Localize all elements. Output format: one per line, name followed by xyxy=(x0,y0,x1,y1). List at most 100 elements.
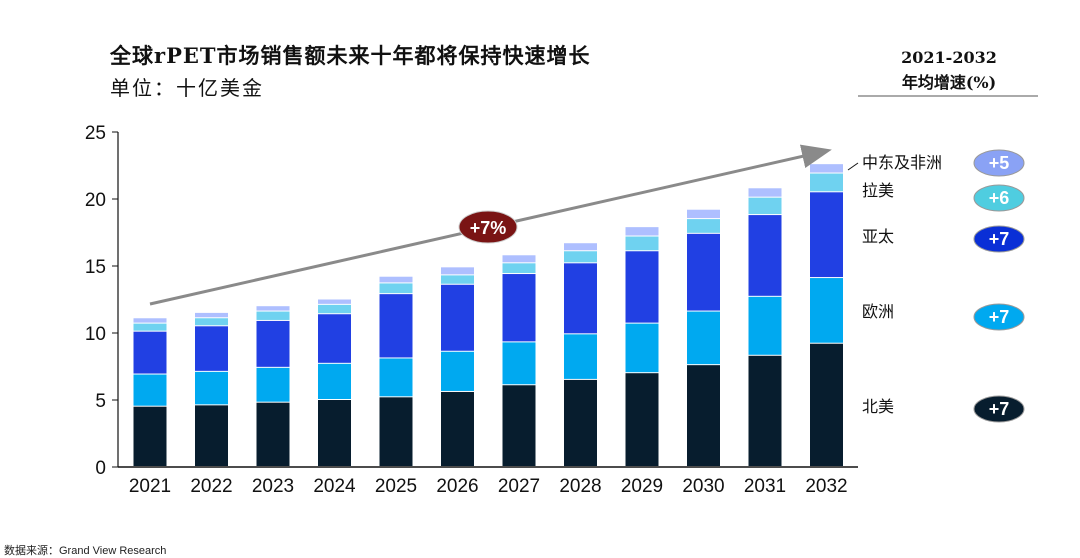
cagr-pill-label: +6 xyxy=(989,188,1010,208)
bar-segment-2022-3 xyxy=(195,318,228,326)
bar-segment-2027-0 xyxy=(502,385,536,466)
bar-segment-2027-1 xyxy=(502,342,536,385)
cagr-pill xyxy=(973,303,1025,331)
x-tick-label: 2032 xyxy=(805,476,847,497)
y-tick-label: 15 xyxy=(85,257,106,278)
chart-title: 全球rPET市场销售额未来十年都将保持快速增长 xyxy=(110,43,591,68)
bar-segment-2029-1 xyxy=(625,323,659,373)
unit-label: 单位：十亿美金 xyxy=(110,76,264,100)
bar-segment-2027-2 xyxy=(502,274,536,342)
bar-segment-2026-3 xyxy=(441,275,474,284)
cagr-pill xyxy=(973,395,1025,423)
legend-label: 亚太 xyxy=(862,227,894,246)
cagr-label: 年均增速(%) xyxy=(901,73,997,92)
bar-segment-2021-0 xyxy=(133,406,167,466)
y-tick-label: 5 xyxy=(95,391,106,412)
legend-group: 中东及非洲 +5 拉美 +6 亚太 +7 欧洲 +7 北美 +7 xyxy=(847,149,1025,423)
legend-label: 拉美 xyxy=(862,181,894,200)
bar-segment-2030-3 xyxy=(687,219,720,233)
x-tick-label: 2023 xyxy=(252,476,294,497)
bar-segment-2028-1 xyxy=(564,334,597,379)
x-tick-label: 2028 xyxy=(559,476,601,497)
cagr-header: 2021-2032 年均增速(%) xyxy=(860,48,1038,93)
x-tick-label: 2025 xyxy=(375,476,417,497)
bar-segment-2025-2 xyxy=(379,294,413,358)
bar-segment-2025-4 xyxy=(379,276,413,283)
trend-group: +7% xyxy=(149,144,832,306)
bar-segment-2031-2 xyxy=(748,215,782,296)
bar-segment-2031-3 xyxy=(748,197,782,215)
legend-label: 北美 xyxy=(862,397,894,416)
bar-segment-2030-4 xyxy=(687,209,720,219)
legend-leader-line xyxy=(847,162,859,171)
bar-segment-2021-4 xyxy=(133,318,167,323)
cagr-pill xyxy=(973,225,1025,253)
bar-segment-2030-0 xyxy=(687,365,720,466)
bar-segment-2032-4 xyxy=(810,164,843,173)
cagr-pill-label: +5 xyxy=(989,153,1010,173)
x-tick-label: 2027 xyxy=(498,476,540,497)
cagr-period: 2021-2032 xyxy=(901,48,997,67)
x-tick-label: 2022 xyxy=(190,476,232,497)
bar-segment-2021-3 xyxy=(133,323,167,331)
bar-segment-2024-1 xyxy=(318,363,351,399)
axes-group: 2021 2022 2023 2024 2025 2026 2027 2028 2029 2030… xyxy=(85,123,858,497)
bar-segment-2027-4 xyxy=(502,255,536,263)
cagr-pill-label: +7 xyxy=(989,307,1010,327)
y-tick-label: 25 xyxy=(85,123,106,144)
bar-segment-2028-4 xyxy=(564,243,597,251)
x-tick-label: 2024 xyxy=(313,476,356,497)
bar-segment-2023-3 xyxy=(256,311,290,320)
x-tick-label: 2031 xyxy=(744,476,786,497)
bar-segment-2028-3 xyxy=(564,251,597,263)
cagr-pill xyxy=(973,149,1025,177)
bar-segment-2028-2 xyxy=(564,263,597,334)
bar-segment-2026-1 xyxy=(441,351,474,391)
bar-segment-2021-1 xyxy=(133,374,167,406)
bar-segment-2025-1 xyxy=(379,358,413,397)
cagr-pill-label: +7 xyxy=(989,399,1010,419)
bar-segment-2023-0 xyxy=(256,402,290,466)
bar-segment-2031-0 xyxy=(748,355,782,466)
bars-group xyxy=(133,164,843,466)
bar-segment-2022-0 xyxy=(195,405,228,466)
bar-segment-2021-2 xyxy=(133,331,167,374)
source-note: 数据来源：Grand View Research xyxy=(4,545,167,557)
bar-segment-2026-4 xyxy=(441,267,474,275)
bar-segment-2024-3 xyxy=(318,304,351,314)
cagr-pill-label: +7 xyxy=(989,229,1010,249)
bar-segment-2032-1 xyxy=(810,278,843,343)
bar-segment-2022-4 xyxy=(195,312,228,318)
bar-segment-2032-3 xyxy=(810,173,843,192)
y-tick-label: 0 xyxy=(95,458,106,479)
bar-segment-2026-0 xyxy=(441,391,474,466)
x-tick-label: 2026 xyxy=(436,476,478,497)
bar-segment-2023-2 xyxy=(256,320,290,367)
bar-segment-2029-2 xyxy=(625,251,659,323)
bar-segment-2024-0 xyxy=(318,400,351,466)
bar-segment-2025-3 xyxy=(379,283,413,294)
bar-segment-2026-2 xyxy=(441,284,474,351)
x-tick-label: 2029 xyxy=(621,476,663,497)
bar-segment-2031-4 xyxy=(748,188,782,197)
bar-segment-2029-0 xyxy=(625,373,659,466)
bar-segment-2022-2 xyxy=(195,326,228,371)
bar-segment-2030-1 xyxy=(687,311,720,365)
bar-segment-2032-0 xyxy=(810,343,843,466)
y-tick-label: 20 xyxy=(85,190,106,211)
bar-segment-2023-1 xyxy=(256,367,290,402)
trend-cagr-label: +7% xyxy=(470,218,507,238)
bar-segment-2025-0 xyxy=(379,397,413,466)
bar-segment-2023-4 xyxy=(256,306,290,311)
bar-segment-2028-0 xyxy=(564,379,597,466)
y-tick-label: 10 xyxy=(85,324,106,345)
legend-label: 欧洲 xyxy=(862,302,894,321)
x-tick-label: 2021 xyxy=(129,476,171,497)
trend-cagr-badge xyxy=(458,210,518,244)
bar-segment-2029-4 xyxy=(625,227,659,236)
cagr-divider xyxy=(858,95,1038,97)
x-tick-label: 2030 xyxy=(682,476,724,497)
bar-segment-2030-2 xyxy=(687,233,720,311)
bar-segment-2024-2 xyxy=(318,314,351,363)
